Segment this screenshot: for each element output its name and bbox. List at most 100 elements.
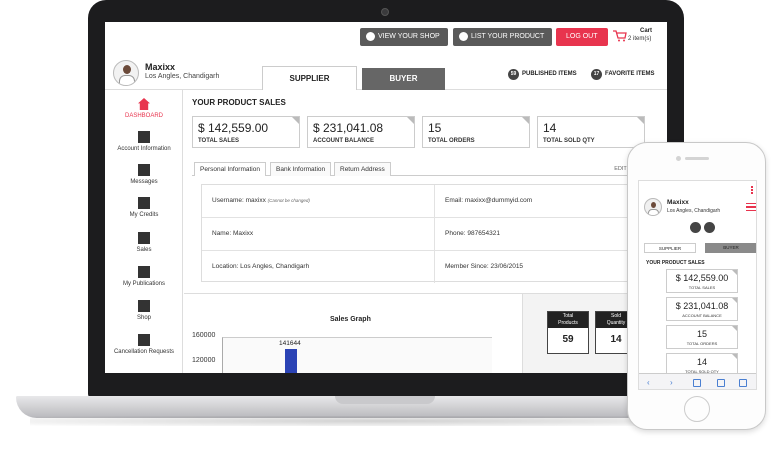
stat-card-total-sold-qty: 14 TOTAL SOLD QTY: [537, 116, 645, 148]
lock-icon[interactable]: [704, 222, 715, 233]
stat-value: 15: [428, 121, 442, 135]
stat-label: ACCOUNT BALANCE: [313, 138, 374, 144]
bookmarks-icon[interactable]: [717, 379, 725, 387]
published-count: 59: [508, 69, 519, 80]
hamburger-menu-icon[interactable]: [746, 203, 756, 211]
tab-bank-information[interactable]: Bank Information: [270, 162, 332, 176]
laptop-notch: [335, 396, 435, 404]
personal-info-table: Username: maxixx (Cannot be changed) Ema…: [201, 184, 656, 283]
more-icon[interactable]: [751, 186, 753, 194]
mini-card-total-products: Total Products 59: [547, 311, 589, 354]
signpost-icon: [138, 334, 150, 346]
main-content: YOUR PRODUCT SALES $ 142,559.00 TOTAL SA…: [184, 90, 667, 373]
tab-return-address[interactable]: Return Address: [334, 162, 391, 176]
phone-user-location: Los Angles, Chandigarh: [667, 208, 721, 214]
home-icon: [138, 98, 150, 110]
phone-card-value: $ 231,041.08: [675, 301, 729, 311]
stat-card-total-orders: 15 TOTAL ORDERS: [422, 116, 530, 148]
view-shop-label: VIEW YOUR SHOP: [378, 33, 440, 40]
shop-icon: [366, 32, 375, 41]
chart-title: Sales Graph: [330, 316, 371, 323]
published-label: PUBLISHED ITEMS: [522, 71, 577, 77]
location-field: Location: Los Angles, Chandigarh: [212, 263, 310, 270]
sidebar-item-cancellation-requests[interactable]: Cancellation Requests: [105, 334, 183, 355]
list-product-button[interactable]: LIST YOUR PRODUCT: [453, 28, 553, 46]
phone-card-label: ACCOUNT BALANCE: [682, 313, 722, 318]
phone-field: Phone: 987654321: [445, 230, 500, 237]
forward-icon[interactable]: ›: [670, 378, 673, 387]
user-location: Los Angles, Chandigarh: [145, 73, 220, 80]
phone-home-button[interactable]: [684, 396, 710, 422]
sidebar-item-label: Shop: [136, 315, 151, 321]
sidebar: DASHBOARD Account Information Messages M…: [105, 90, 183, 373]
view-shop-button[interactable]: VIEW YOUR SHOP: [360, 28, 448, 46]
member-since-field: Member Since: 23/06/2015: [445, 263, 524, 270]
browser-toolbar: ‹ ›: [639, 373, 756, 389]
book-icon: [138, 266, 150, 278]
share-icon[interactable]: [693, 379, 701, 387]
phone-user-name: Maxixx: [667, 199, 689, 206]
phone-card-label: TOTAL ORDERS: [686, 341, 718, 346]
phone-frame: Maxixx Los Angles, Chandigarh SUPPLIER B…: [627, 142, 766, 430]
phone-card-total-sales: $ 142,559.00 TOTAL SALES: [666, 269, 738, 293]
phone-screen: Maxixx Los Angles, Chandigarh SUPPLIER B…: [638, 180, 757, 390]
tab-personal-information[interactable]: Personal Information: [194, 162, 266, 176]
laptop-base: [16, 396, 744, 418]
cart-count: 2 item(s): [628, 36, 652, 42]
mini-label: Quantity: [606, 320, 626, 326]
laptop-screen: VIEW YOUR SHOP LIST YOUR PRODUCT LOG OUT…: [105, 22, 667, 373]
chart-plot-area: 141644: [222, 337, 492, 373]
stat-value: 14: [543, 121, 557, 135]
sidebar-item-label: My Publications: [122, 281, 166, 287]
favorite-items-link[interactable]: 17 FAVORITE ITEMS: [591, 69, 655, 80]
heart-icon[interactable]: [690, 222, 701, 233]
sidebar-item-my-publications[interactable]: My Publications: [105, 266, 183, 287]
logout-button[interactable]: LOG OUT: [556, 28, 608, 46]
stat-label: TOTAL ORDERS: [428, 138, 475, 144]
tab-supplier[interactable]: SUPPLIER: [262, 66, 357, 90]
phone-tab-supplier[interactable]: SUPPLIER: [644, 243, 696, 253]
user-name: Maxixx: [145, 62, 176, 72]
cart-icon[interactable]: [613, 30, 627, 42]
sidebar-item-account-information[interactable]: Account Information: [105, 131, 183, 152]
chart-data-label: 141644: [279, 340, 301, 348]
sidebar-item-label: Account Information: [117, 146, 171, 152]
back-icon[interactable]: ‹: [647, 378, 650, 387]
info-tabs: Personal Information Bank Information Re…: [192, 162, 662, 176]
sidebar-item-label: Sales: [136, 247, 152, 253]
stat-label: TOTAL SOLD QTY: [543, 138, 595, 144]
avatar: [113, 60, 139, 86]
phone-card-account-balance: $ 231,041.08 ACCOUNT BALANCE: [666, 297, 738, 321]
logout-label: LOG OUT: [566, 33, 598, 40]
username-value: Username: maxixx: [212, 197, 266, 204]
sidebar-item-dashboard[interactable]: DASHBOARD: [105, 98, 183, 119]
y-tick-label: 120000: [192, 357, 216, 364]
cart-label[interactable]: Cart: [640, 28, 653, 34]
chart-bar: [285, 349, 297, 373]
email-field: Email: maxixx@dummyid.com: [445, 197, 533, 204]
mini-label: Products: [558, 320, 578, 326]
phone-avatar: [644, 198, 662, 216]
sidebar-item-sales[interactable]: Sales: [105, 232, 183, 253]
mini-label: Sold: [610, 313, 621, 319]
published-items-link[interactable]: 59 PUBLISHED ITEMS: [508, 69, 577, 80]
phone-card-value: 14: [696, 357, 707, 367]
phone-sales-title: YOUR PRODUCT SALES: [646, 260, 705, 266]
phone-card-value: 15: [696, 329, 707, 339]
sidebar-item-messages[interactable]: Messages: [105, 164, 183, 185]
stat-card-total-sales: $ 142,559.00 TOTAL SALES: [192, 116, 300, 148]
sidebar-item-my-credits[interactable]: My Credits: [105, 197, 183, 218]
username-note: (Cannot be changed): [267, 198, 310, 203]
stat-value: $ 231,041.08: [313, 121, 384, 135]
phone-tab-buyer[interactable]: BUYER: [705, 243, 756, 253]
favorite-count: 17: [591, 69, 602, 80]
sidebar-item-label: My Credits: [129, 212, 159, 218]
sidebar-item-shop[interactable]: Shop: [105, 300, 183, 321]
lower-section: Sales Graph 160000 120000 80000 141644 T…: [184, 293, 667, 373]
tab-buyer[interactable]: BUYER: [362, 68, 445, 90]
phone-card-label: TOTAL SALES: [688, 285, 716, 290]
mini-value: 14: [610, 334, 622, 345]
stat-label: TOTAL SALES: [198, 138, 240, 144]
tabs-icon[interactable]: [739, 379, 747, 387]
sidebar-item-label: DASHBOARD: [124, 113, 163, 119]
